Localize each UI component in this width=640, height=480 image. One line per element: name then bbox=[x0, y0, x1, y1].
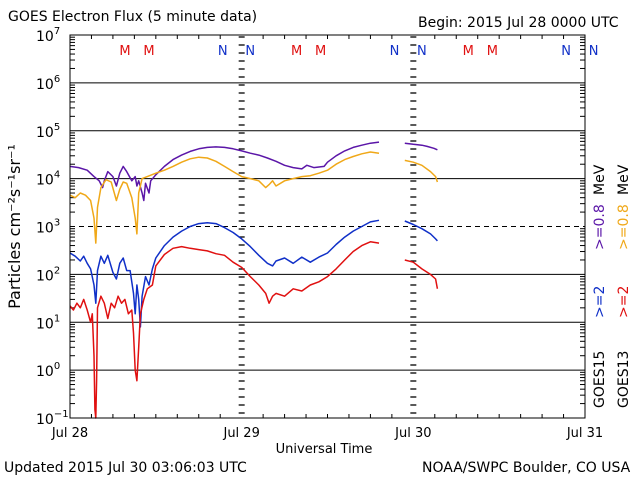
noon-marker-m: M bbox=[463, 44, 474, 59]
y-tick-label: 105 bbox=[36, 122, 60, 141]
noon-marker-m: M bbox=[315, 44, 326, 59]
x-axis-title: Universal Time bbox=[276, 442, 373, 457]
series-line bbox=[404, 259, 439, 289]
legend-unit-goes15: MeV bbox=[592, 164, 608, 195]
y-tick-label: 101 bbox=[36, 313, 60, 332]
y-tick-label: 107 bbox=[36, 26, 60, 45]
legend-ge2-goes15: >=2 bbox=[592, 286, 608, 318]
legend-ge08-goes13: >=0.8 bbox=[616, 204, 632, 250]
begin-time: Begin: 2015 Jul 28 0000 UTC bbox=[418, 15, 619, 31]
noon-marker-n: N bbox=[390, 44, 400, 59]
x-tick-label: Jul 29 bbox=[222, 426, 259, 441]
series-line bbox=[404, 220, 438, 242]
series-line bbox=[69, 141, 380, 202]
y-tick-label: 104 bbox=[36, 170, 60, 189]
series-ge08_goes15 bbox=[69, 151, 439, 244]
series-ge2_goes13 bbox=[69, 219, 438, 328]
noon-marker-m: M bbox=[487, 44, 498, 59]
series-line bbox=[69, 151, 380, 244]
legend-ge2-goes13: >=2 bbox=[616, 286, 632, 318]
y-tick-label: 10−1 bbox=[36, 409, 69, 428]
y-tick-label: 103 bbox=[36, 218, 60, 237]
noon-marker-m: M bbox=[119, 44, 130, 59]
series-line bbox=[69, 241, 380, 419]
legend-unit-goes13: MeV bbox=[616, 164, 632, 195]
plot-frame bbox=[69, 34, 586, 419]
y-tick-label: 100 bbox=[36, 361, 60, 380]
series-ge08_goes13 bbox=[69, 241, 439, 419]
legend-goes13: GOES13 bbox=[616, 351, 632, 408]
footer-credit: NOAA/SWPC Boulder, CO USA bbox=[422, 460, 631, 476]
series-line bbox=[404, 142, 438, 151]
legend-ge08-goes15: >=0.8 bbox=[592, 204, 608, 250]
noon-marker-n: N bbox=[589, 44, 599, 59]
x-tick-label: Jul 31 bbox=[566, 426, 603, 441]
noon-marker-n: N bbox=[417, 44, 427, 59]
series-line bbox=[69, 219, 380, 328]
x-tick-label: Jul 30 bbox=[394, 426, 431, 441]
x-tick-label: Jul 28 bbox=[51, 426, 88, 441]
series-line bbox=[404, 159, 439, 183]
series-ge2_goes15 bbox=[69, 141, 438, 202]
y-tick-label: 102 bbox=[36, 265, 60, 284]
y-axis-title: Particles cm⁻²s⁻¹sr⁻¹ bbox=[5, 144, 24, 309]
noon-marker-n: N bbox=[245, 44, 255, 59]
footer-updated: Updated 2015 Jul 30 03:06:03 UTC bbox=[4, 460, 247, 476]
noon-marker-m: M bbox=[291, 44, 302, 59]
legend-goes15: GOES15 bbox=[592, 351, 608, 408]
y-tick-label: 106 bbox=[36, 74, 60, 93]
noon-marker-n: N bbox=[561, 44, 571, 59]
chart-title: GOES Electron Flux (5 minute data) bbox=[8, 9, 258, 25]
noon-marker-n: N bbox=[218, 44, 228, 59]
noon-marker-m: M bbox=[143, 44, 154, 59]
